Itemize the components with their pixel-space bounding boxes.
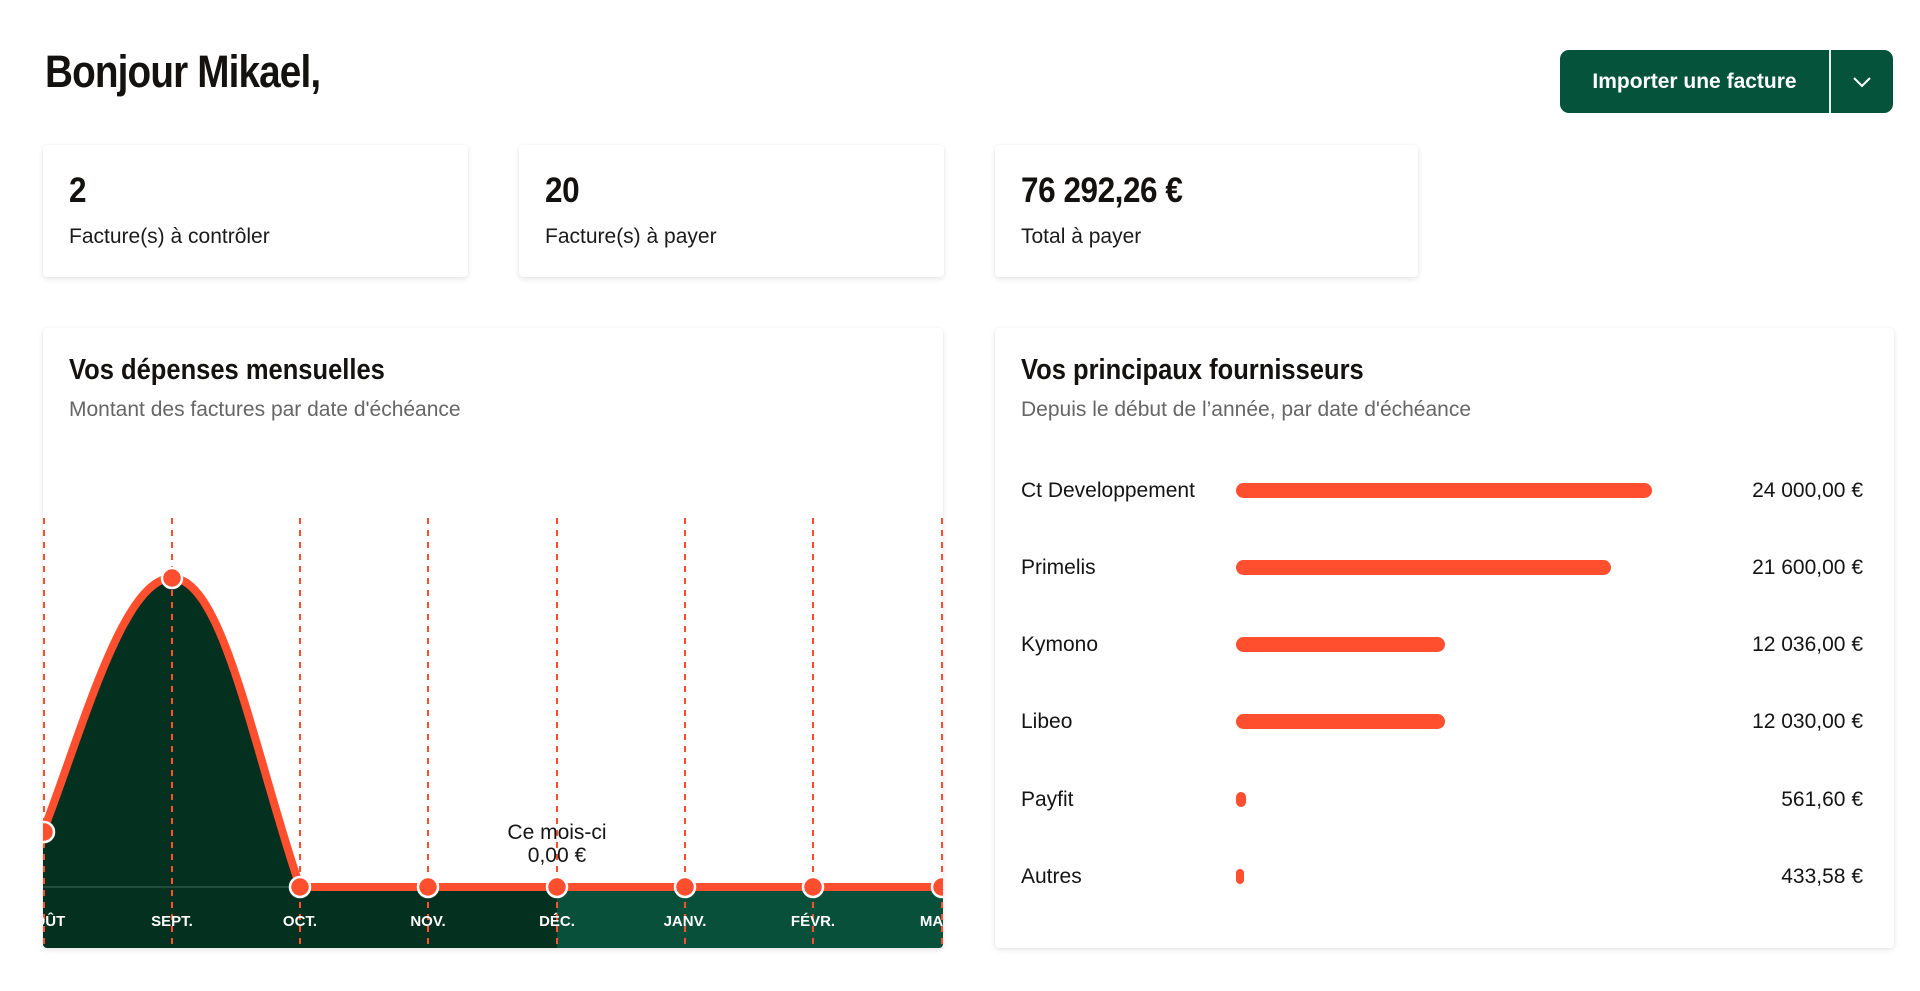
kpi-card-total[interactable]: 76 292,26 € Total à payer: [995, 145, 1418, 277]
month-label: FÉVR.: [791, 913, 835, 930]
month-label: DÉC.: [539, 913, 575, 930]
month-label: MARS: [920, 913, 943, 930]
supplier-row[interactable]: Ct Developpement 24 000,00 €: [1021, 466, 1863, 516]
supplier-bar: [1236, 483, 1652, 498]
supplier-bar: [1236, 714, 1445, 729]
kpi-label: Total à payer: [1021, 225, 1142, 248]
kpi-value: 2: [69, 171, 87, 210]
import-invoice-split-button: Importer une facture: [1560, 50, 1893, 113]
supplier-row[interactable]: Primelis 21 600,00 €: [1021, 543, 1863, 593]
chevron-down-icon: [1853, 76, 1871, 87]
month-label: JANV.: [664, 913, 707, 930]
supplier-name: Kymono: [1021, 633, 1099, 656]
month-label: AOÛT: [43, 912, 65, 930]
supplier-bar: [1236, 560, 1611, 575]
monthly-expenses-subtitle: Montant des factures par date d'échéance: [69, 398, 461, 421]
kpi-value: 20: [545, 171, 580, 210]
supplier-amount: 24 000,00 €: [1752, 479, 1863, 502]
month-label: OCT.: [283, 913, 317, 930]
kpi-value: 76 292,26 €: [1021, 171, 1183, 210]
supplier-amount: 561,60 €: [1781, 788, 1863, 811]
monthly-expenses-title: Vos dépenses mensuelles: [69, 354, 385, 386]
supplier-row[interactable]: Libeo 12 030,00 €: [1021, 697, 1863, 747]
supplier-amount: 12 036,00 €: [1752, 633, 1863, 656]
supplier-row[interactable]: Payfit 561,60 €: [1021, 775, 1863, 825]
top-suppliers-subtitle: Depuis le début de l’année, par date d'é…: [1021, 398, 1472, 421]
monthly-expenses-card: AOÛT SEPT. OCT. NOV. DÉC. JANV. FÉVR. MA…: [43, 328, 943, 948]
supplier-bar: [1236, 792, 1246, 807]
month-label: NOV.: [410, 913, 445, 930]
supplier-row[interactable]: Kymono 12 036,00 €: [1021, 620, 1863, 670]
kpi-label: Facture(s) à contrôler: [69, 225, 270, 248]
top-suppliers-title: Vos principaux fournisseurs: [1021, 354, 1364, 386]
supplier-bar: [1236, 869, 1244, 884]
page-title: Bonjour Mikael,: [45, 46, 321, 97]
top-suppliers-card: Vos principaux fournisseurs Depuis le dé…: [995, 328, 1894, 948]
kpi-card-to-review[interactable]: 2 Facture(s) à contrôler: [43, 145, 468, 277]
import-invoice-button[interactable]: Importer une facture: [1560, 50, 1831, 113]
monthly-expenses-chart: AOÛT SEPT. OCT. NOV. DÉC. JANV. FÉVR. MA…: [43, 518, 943, 948]
supplier-name: Ct Developpement: [1021, 479, 1195, 502]
supplier-amount: 12 030,00 €: [1752, 710, 1863, 733]
current-month-value: 0,00 €: [528, 844, 587, 867]
supplier-name: Payfit: [1021, 788, 1074, 811]
supplier-name: Autres: [1021, 865, 1082, 888]
current-month-label: Ce mois-ci: [507, 821, 606, 844]
month-label: SEPT.: [151, 913, 193, 930]
supplier-name: Primelis: [1021, 556, 1096, 579]
supplier-amount: 21 600,00 €: [1752, 556, 1863, 579]
import-options-dropdown[interactable]: [1831, 50, 1893, 113]
supplier-name: Libeo: [1021, 710, 1073, 733]
supplier-amount: 433,58 €: [1781, 865, 1863, 888]
kpi-card-to-pay[interactable]: 20 Facture(s) à payer: [519, 145, 944, 277]
kpi-label: Facture(s) à payer: [545, 225, 717, 248]
supplier-bar: [1236, 637, 1445, 652]
supplier-row[interactable]: Autres 433,58 €: [1021, 852, 1863, 902]
